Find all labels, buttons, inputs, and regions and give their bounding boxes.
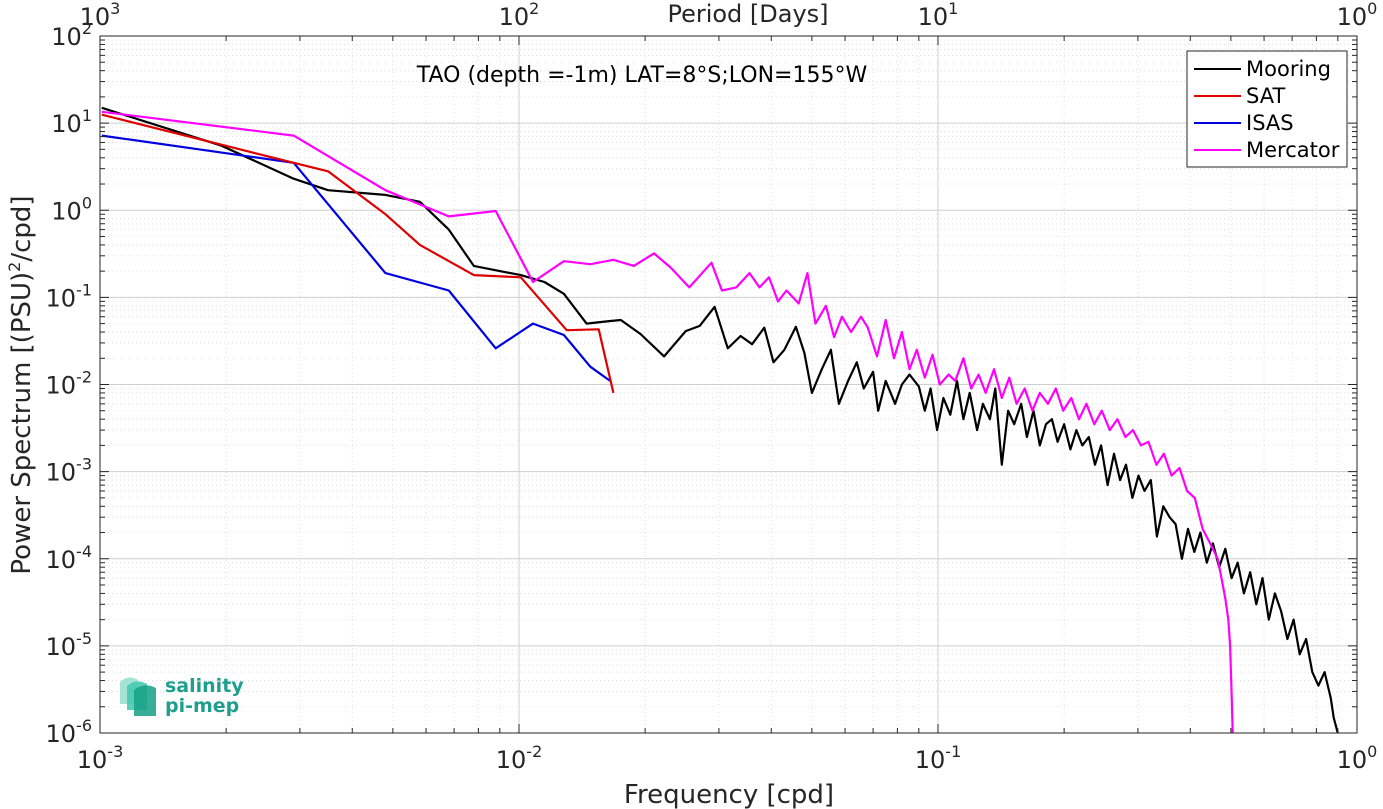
x-tick-label: 10-3 — [77, 742, 124, 774]
y-tick-label: 10-3 — [46, 455, 93, 487]
chart-title: TAO (depth =-1m) LAT=8°S;LON=155°W — [416, 63, 868, 88]
legend-label-mercator: Mercator — [1246, 138, 1340, 162]
series-line-mooring — [101, 106, 1339, 734]
top-tick-label: 101 — [918, 0, 959, 31]
series-line-mercator — [101, 110, 1234, 734]
series-line-sat — [101, 113, 615, 394]
y-tick-label: 100 — [51, 193, 92, 225]
legend: Mooring SAT ISAS Mercator — [1186, 50, 1348, 168]
series-layer — [101, 106, 1339, 734]
x-tick-label: 10-1 — [915, 742, 962, 774]
legend-label-mooring: Mooring — [1246, 57, 1331, 81]
logo-wave-front — [134, 685, 156, 716]
y-axis-label: Power Spectrum [(PSU)2/cpd] — [5, 195, 37, 574]
x-axis-label: Frequency [cpd] — [624, 780, 834, 809]
y-tick-label: 10-4 — [46, 542, 93, 574]
logo-text-pi-mep: pi-mep — [165, 695, 239, 717]
logo-text-salinity: salinity — [165, 675, 244, 697]
legend-label-sat: SAT — [1246, 84, 1285, 108]
y-tick-label: 10-6 — [46, 716, 93, 748]
y-tick-label: 10-1 — [46, 280, 93, 312]
y-tick-label: 10-2 — [46, 368, 93, 400]
top-tick-label: 100 — [1337, 0, 1378, 31]
y-tick-label: 10-5 — [46, 629, 93, 661]
legend-label-isas: ISAS — [1246, 111, 1294, 135]
y-tick-label: 102 — [51, 19, 92, 51]
x-tick-label: 10-2 — [496, 742, 543, 774]
top-tick-label: 102 — [499, 0, 540, 31]
y-tick-label: 101 — [51, 106, 92, 138]
legend-box — [1186, 50, 1348, 168]
top-axis-label: Period [Days] — [667, 0, 828, 28]
salinity-pi-mep-logo: salinity pi-mep — [120, 675, 244, 717]
series-line-isas — [101, 134, 611, 382]
x-tick-label: 100 — [1337, 742, 1378, 774]
top-tick-label: 103 — [80, 0, 121, 31]
